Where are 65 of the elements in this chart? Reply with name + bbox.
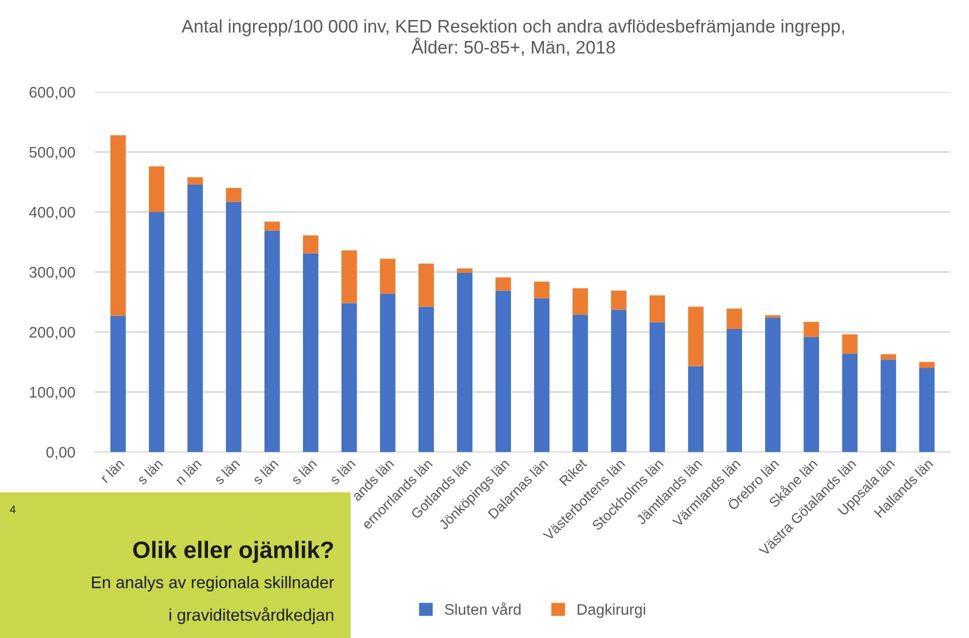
x-tick-label: s län: [136, 458, 164, 486]
bar: [418, 264, 434, 307]
bar: [726, 329, 742, 452]
bar: [804, 322, 820, 337]
chart-title: Antal ingrepp/100 000 inv, KED Resektion och andra avflödesbefrämjande ingrepp, Ålder: 50-85+, Män, 2018: [182, 19, 844, 56]
bar: [765, 315, 781, 318]
bar: [380, 258, 396, 294]
bar: [302, 253, 318, 452]
bar: [496, 290, 511, 452]
y-tick-label: 0,00: [46, 446, 75, 460]
bar: [264, 222, 280, 231]
x-tick-label: s län: [328, 458, 356, 486]
bar: [264, 230, 280, 452]
x-tick-label: s län: [290, 458, 318, 486]
x-tick-label: n län: [174, 458, 202, 486]
bar: [842, 354, 858, 452]
x-tick-label: s län: [252, 458, 279, 486]
bar: [226, 188, 242, 202]
bar: [919, 362, 935, 368]
bar: [187, 177, 203, 184]
bar: [226, 202, 242, 452]
bar: [688, 366, 704, 452]
bar: [534, 282, 550, 298]
bar: [148, 166, 164, 212]
bar: [765, 318, 781, 452]
y-tick-label: 600,00: [30, 86, 75, 100]
text: En analys av regionala skillnader: [92, 576, 334, 592]
legend-label: Sluten vård: [444, 602, 521, 615]
bar: [418, 306, 434, 452]
bar: [341, 250, 357, 304]
bar: [572, 288, 588, 315]
bar: [919, 368, 935, 452]
y-tick-label: 500,00: [29, 146, 75, 160]
text: i graviditetsvårdkedjan: [170, 607, 334, 624]
bar: [110, 135, 126, 316]
legend-label: Dagkirurgi: [578, 604, 646, 618]
bar: [302, 235, 318, 254]
bar: [880, 354, 896, 360]
bar: [534, 298, 550, 452]
bar: [880, 360, 896, 452]
bar: [611, 290, 626, 310]
bar: [341, 303, 357, 452]
bar: [496, 277, 511, 291]
bar: [457, 268, 472, 273]
x-tick-label: r län: [100, 458, 125, 484]
bar: [842, 334, 858, 354]
x-tick-label: s län: [213, 458, 240, 486]
bar: [572, 314, 588, 452]
y-tick-label: 100,00: [30, 386, 75, 400]
bar: [380, 294, 396, 452]
bar: [457, 272, 472, 452]
text: Olik eller ojämlik?: [133, 540, 333, 563]
bar: [611, 310, 626, 452]
text: 4: [10, 506, 16, 514]
y-tick-label: 300,00: [29, 266, 75, 280]
bar: [804, 336, 820, 452]
bar: [688, 306, 704, 366]
y-tick-label: 200,00: [30, 326, 75, 340]
bar: [148, 212, 164, 452]
bar: [110, 316, 126, 452]
bar: [187, 184, 203, 452]
bar: [650, 295, 665, 322]
bar: [650, 322, 665, 452]
bar: [726, 308, 742, 329]
y-tick-label: 400,00: [29, 206, 75, 220]
